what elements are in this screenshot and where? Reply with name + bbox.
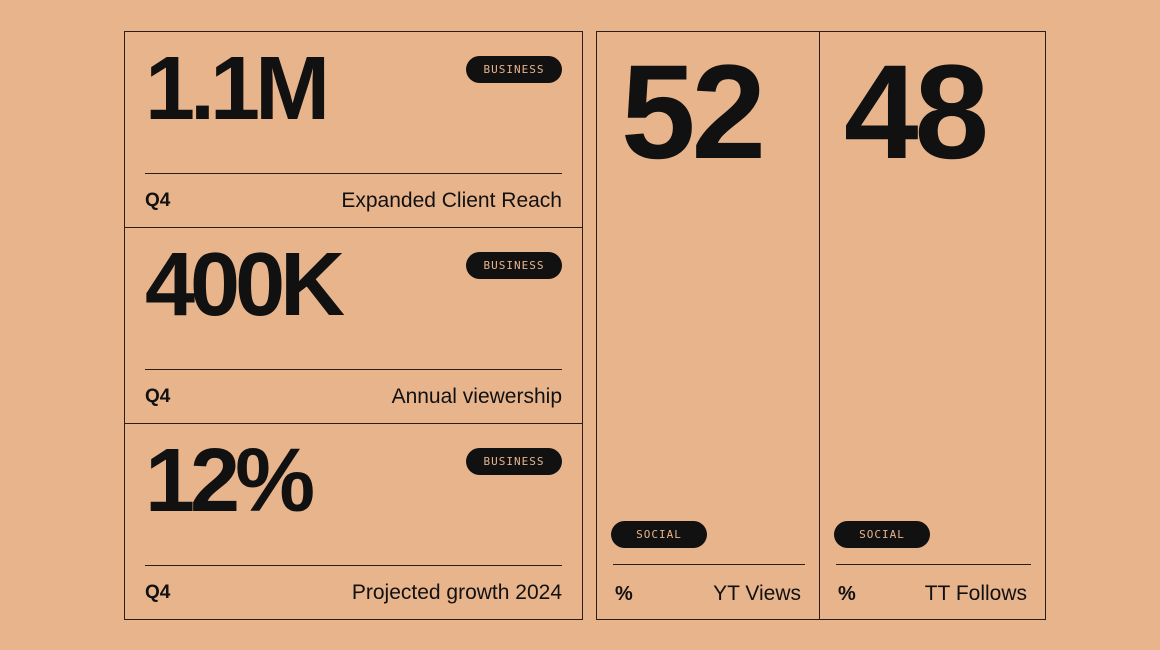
stat-label: Expanded Client Reach — [341, 189, 562, 212]
stat-label: TT Follows — [924, 582, 1027, 605]
stat-unit: % — [838, 583, 856, 605]
social-badge: SOCIAL — [834, 521, 930, 548]
social-stats-panel: 52 SOCIAL % YT Views 48 SOCIAL % TT Foll… — [596, 31, 1046, 620]
stat-label: YT Views — [713, 582, 801, 605]
business-badge: BUSINESS — [466, 56, 562, 83]
stat-period: Q4 — [145, 190, 171, 211]
stat-unit: % — [615, 583, 633, 605]
business-badge: BUSINESS — [466, 448, 562, 475]
divider — [145, 369, 562, 370]
stat-label: Annual viewership — [391, 385, 562, 408]
divider — [145, 173, 562, 174]
divider — [613, 564, 805, 565]
divider — [836, 564, 1031, 565]
stat-card-annual-viewership: 400K BUSINESS Q4 Annual viewership — [125, 227, 582, 423]
stat-period: Q4 — [145, 582, 171, 603]
stat-card-projected-growth: 12% BUSINESS Q4 Projected growth 2024 — [125, 423, 582, 619]
stat-value: 52 — [621, 38, 766, 187]
stat-period: Q4 — [145, 386, 171, 407]
stat-value: 1.1M — [145, 39, 330, 139]
stat-value: 48 — [844, 38, 989, 187]
stat-card-client-reach: 1.1M BUSINESS Q4 Expanded Client Reach — [125, 32, 582, 227]
divider — [145, 565, 562, 566]
stat-label: Projected growth 2024 — [351, 581, 562, 604]
business-badge: BUSINESS — [466, 252, 562, 279]
stat-card-yt-views: 52 SOCIAL % YT Views — [597, 32, 819, 619]
stat-value: 400K — [145, 235, 345, 335]
business-stats-panel: 1.1M BUSINESS Q4 Expanded Client Reach 4… — [124, 31, 583, 620]
stat-card-tt-follows: 48 SOCIAL % TT Follows — [819, 32, 1045, 619]
social-badge: SOCIAL — [611, 521, 707, 548]
stat-value: 12% — [145, 431, 315, 531]
